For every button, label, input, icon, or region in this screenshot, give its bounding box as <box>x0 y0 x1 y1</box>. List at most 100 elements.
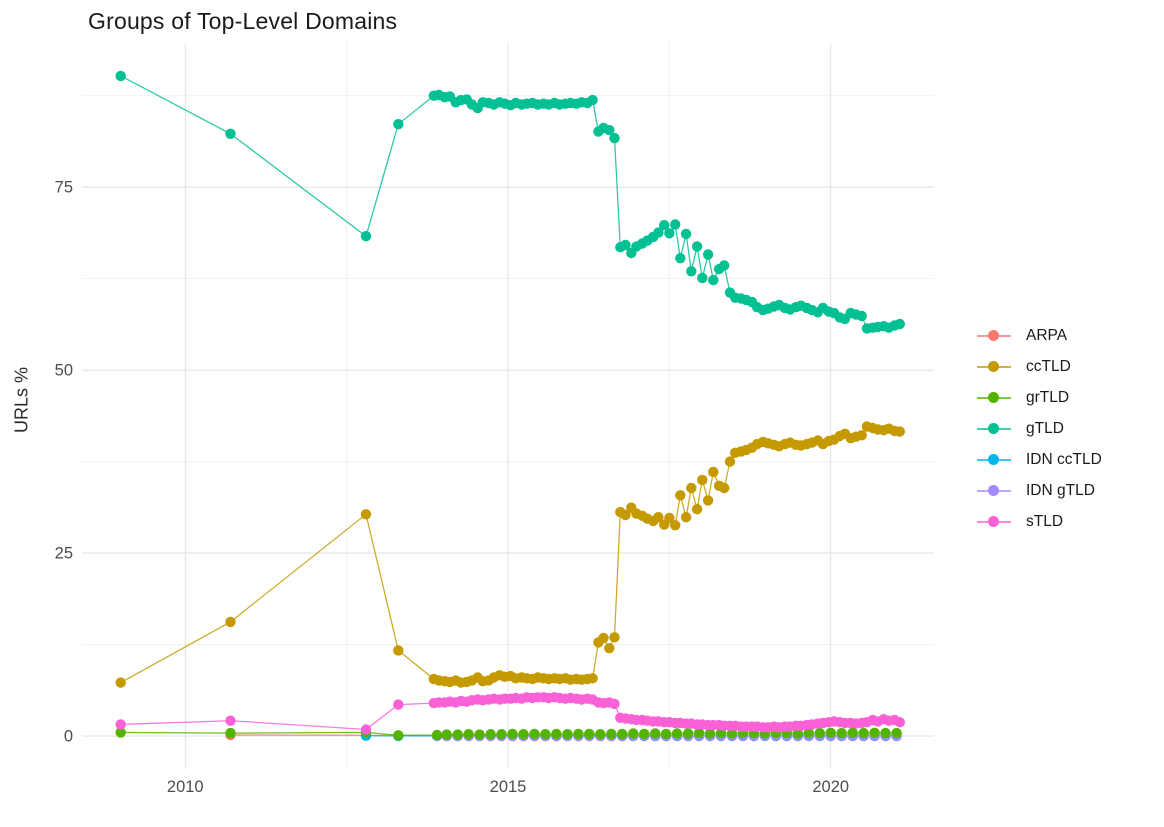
legend-label: IDN ccTLD <box>1026 450 1102 468</box>
legend: ARPA ccTLD grTLD gTLD IDN ccTLD IDN gTLD sTLD <box>977 320 1102 537</box>
data-point <box>620 239 631 251</box>
data-point <box>115 719 126 730</box>
data-point <box>670 520 681 531</box>
data-point <box>587 94 598 106</box>
data-point <box>693 727 705 739</box>
data-point <box>682 728 694 739</box>
data-point <box>708 274 719 286</box>
data-point <box>671 728 683 739</box>
data-point <box>659 220 670 231</box>
data-point <box>675 253 686 264</box>
data-point <box>825 727 836 738</box>
legend-label: ccTLD <box>1026 357 1071 375</box>
data-point <box>393 645 404 656</box>
data-point <box>670 219 681 230</box>
data-point <box>894 318 905 330</box>
legend-item-grtld: grTLD <box>977 382 1102 413</box>
data-point <box>686 266 697 277</box>
data-point <box>452 729 463 740</box>
data-point <box>225 616 236 628</box>
series-points-stld <box>115 692 905 735</box>
data-point <box>708 466 719 478</box>
series-points-grtld <box>115 727 902 741</box>
data-point <box>115 677 126 688</box>
data-point <box>628 728 639 739</box>
legend-key-arpa-icon <box>977 329 1011 343</box>
legend-item-arpa: ARPA <box>977 320 1102 351</box>
series-points-gtld <box>115 70 905 334</box>
data-point <box>724 456 736 467</box>
legend-key-gtld-icon <box>977 422 1011 436</box>
legend-item-cctld: ccTLD <box>977 351 1102 382</box>
data-point <box>814 727 825 739</box>
data-point <box>653 512 664 523</box>
data-point <box>393 119 404 130</box>
data-point <box>697 272 708 284</box>
legend-label: gTLD <box>1026 419 1064 437</box>
data-point <box>856 430 867 441</box>
data-point <box>562 729 573 740</box>
data-point <box>704 728 716 739</box>
data-point <box>609 632 620 643</box>
data-point <box>463 729 474 740</box>
data-point <box>225 128 236 139</box>
data-point <box>891 727 902 739</box>
data-point <box>360 509 372 520</box>
data-point <box>894 426 905 437</box>
data-point <box>702 495 714 506</box>
data-point <box>680 228 692 240</box>
x-tick-label: 2010 <box>167 778 204 796</box>
data-point <box>609 132 620 144</box>
data-point <box>587 673 598 684</box>
data-point <box>664 228 675 239</box>
data-point <box>803 727 814 739</box>
data-point <box>664 512 675 524</box>
data-point <box>115 727 126 738</box>
data-point <box>869 727 880 738</box>
data-point <box>650 728 661 739</box>
legend-key-idn-gtld-icon <box>977 484 1011 498</box>
data-point <box>598 632 609 644</box>
data-point <box>225 727 236 739</box>
data-point <box>393 730 404 741</box>
data-point <box>529 728 540 740</box>
data-point <box>360 231 372 242</box>
data-point <box>431 729 443 741</box>
data-point <box>691 504 703 515</box>
legend-item-gtld: gTLD <box>977 413 1102 444</box>
data-point <box>836 727 847 739</box>
data-point <box>620 509 631 521</box>
data-point <box>847 727 858 738</box>
data-point <box>894 717 905 728</box>
legend-key-stld-icon <box>977 515 1011 529</box>
data-point <box>551 728 562 740</box>
data-point <box>675 490 686 501</box>
y-tick-label: 25 <box>55 545 73 563</box>
data-point <box>573 728 584 740</box>
x-tick-label: 2020 <box>812 778 849 796</box>
legend-item-stld: sTLD <box>977 506 1102 537</box>
legend-key-cctld-icon <box>977 360 1011 374</box>
series-line-gtld <box>120 75 900 330</box>
legend-label: IDN gTLD <box>1026 481 1095 499</box>
data-point <box>115 70 126 82</box>
y-tick-label: 0 <box>64 728 73 746</box>
data-point <box>606 728 617 740</box>
data-point <box>393 699 404 710</box>
data-point <box>604 643 615 654</box>
data-point <box>856 310 867 322</box>
data-point <box>686 482 697 494</box>
data-point <box>360 724 372 735</box>
legend-key-idn-cctld-icon <box>977 453 1011 467</box>
data-point <box>225 715 236 726</box>
data-point <box>441 729 452 740</box>
data-point <box>702 249 714 260</box>
data-point <box>595 729 606 740</box>
data-point <box>518 729 529 740</box>
data-point <box>858 727 869 739</box>
data-point <box>680 512 692 523</box>
data-point <box>485 729 496 740</box>
data-point <box>604 124 615 136</box>
